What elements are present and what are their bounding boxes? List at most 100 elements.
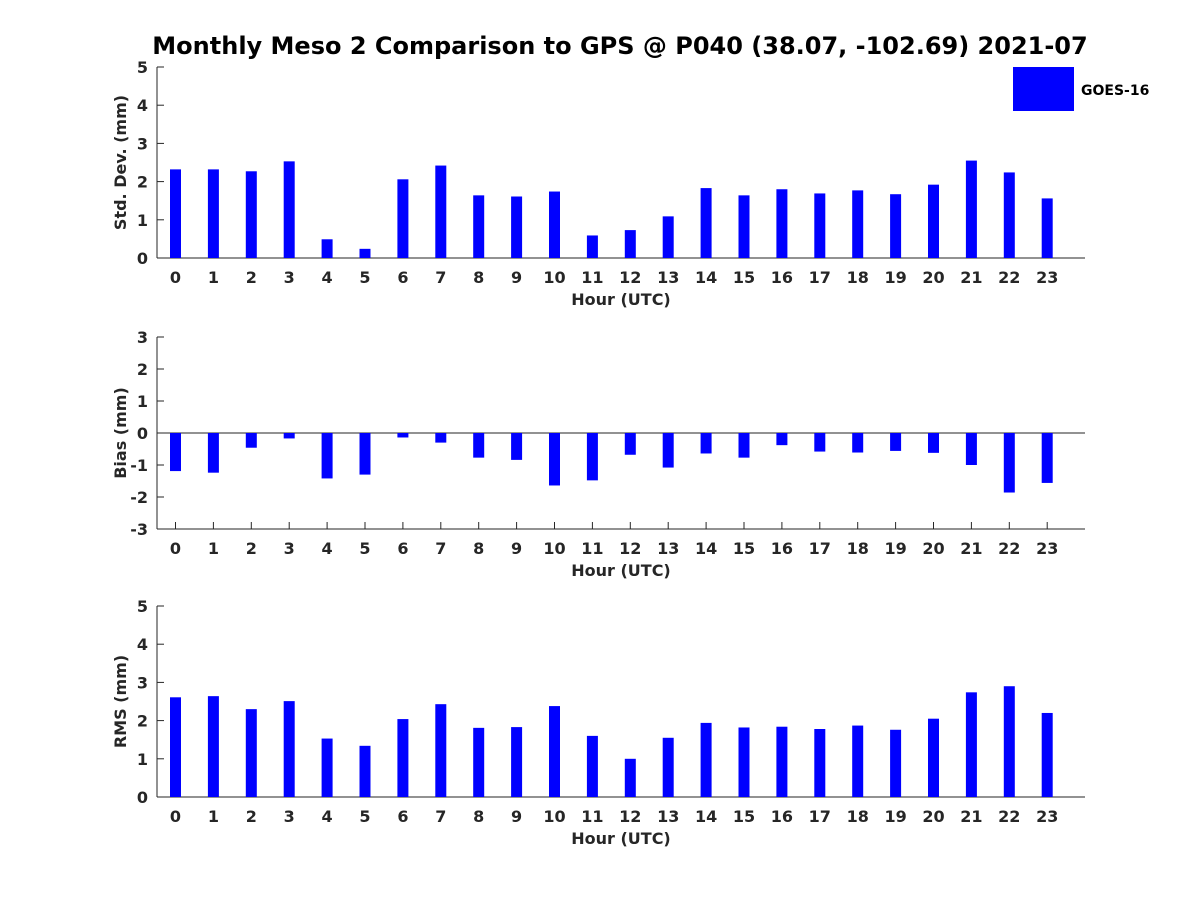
rms-bar bbox=[700, 722, 712, 797]
std-dev-y-tick-label: 4 bbox=[137, 96, 148, 115]
bias-x-tick-label: 8 bbox=[473, 539, 484, 558]
rms-x-tick-label: 14 bbox=[695, 807, 717, 826]
rms-y-tick-label: 1 bbox=[137, 750, 148, 769]
rms-x-tick-label: 15 bbox=[733, 807, 755, 826]
std-dev-x-tick-label: 18 bbox=[847, 268, 869, 287]
rms-y-tick-label: 5 bbox=[137, 597, 148, 616]
rms-bar bbox=[1041, 712, 1053, 797]
rms-x-tick-label: 16 bbox=[771, 807, 793, 826]
std-dev-x-tick-label: 19 bbox=[884, 268, 906, 287]
bias-y-tick-label: -3 bbox=[130, 520, 148, 539]
bias-x-tick-label: 23 bbox=[1036, 539, 1058, 558]
rms-bar bbox=[511, 727, 523, 797]
std-dev-x-tick-label: 17 bbox=[809, 268, 831, 287]
rms-y-tick-label: 2 bbox=[137, 712, 148, 731]
std-dev-x-tick-label: 13 bbox=[657, 268, 679, 287]
std-dev-x-tick-label: 22 bbox=[998, 268, 1020, 287]
std-dev-bar bbox=[245, 171, 257, 258]
std-dev-x-tick-label: 8 bbox=[473, 268, 484, 287]
figure-title: Monthly Meso 2 Comparison to GPS @ P040 … bbox=[152, 32, 1087, 60]
rms-bar bbox=[397, 719, 409, 797]
rms-bar bbox=[624, 758, 636, 797]
bias-x-tick-label: 18 bbox=[847, 539, 869, 558]
rms-x-tick-label: 2 bbox=[246, 807, 257, 826]
bias-y-tick-label: 2 bbox=[137, 360, 148, 379]
std-dev-y-tick-label: 1 bbox=[137, 211, 148, 230]
std-dev-x-tick-label: 6 bbox=[397, 268, 408, 287]
bias-bar bbox=[1003, 433, 1015, 493]
std-dev-bar bbox=[1003, 172, 1015, 258]
rms-x-tick-label: 20 bbox=[922, 807, 944, 826]
std-dev-bar bbox=[283, 161, 295, 258]
rms-x-tick-label: 22 bbox=[998, 807, 1020, 826]
std-dev-bar bbox=[965, 160, 977, 258]
std-dev-y-tick-label: 3 bbox=[137, 134, 148, 153]
bias-bar bbox=[511, 433, 523, 460]
bias-bar bbox=[624, 433, 636, 455]
rms-x-tick-label: 18 bbox=[847, 807, 869, 826]
rms-bar bbox=[283, 701, 295, 797]
bias-x-tick-label: 15 bbox=[733, 539, 755, 558]
legend-label: GOES-16 bbox=[1081, 83, 1149, 99]
bias-bar bbox=[700, 433, 712, 454]
bias-x-tick-label: 17 bbox=[809, 539, 831, 558]
bias-x-tick-label: 14 bbox=[695, 539, 717, 558]
bias-x-tick-label: 5 bbox=[359, 539, 370, 558]
bias-x-tick-label: 19 bbox=[884, 539, 906, 558]
rms-x-tick-label: 12 bbox=[619, 807, 641, 826]
rms-bar bbox=[814, 729, 826, 797]
bias-bar bbox=[1041, 433, 1053, 483]
bias-bar bbox=[814, 433, 826, 452]
bias-bar bbox=[890, 433, 902, 451]
bias-x-tick-label: 20 bbox=[922, 539, 944, 558]
rms-y-tick-label: 0 bbox=[137, 788, 148, 807]
rms-y-tick-label: 4 bbox=[137, 635, 148, 654]
bias-x-tick-label: 10 bbox=[543, 539, 565, 558]
bias-bar bbox=[776, 433, 788, 446]
std-dev-x-axis-label: Hour (UTC) bbox=[571, 290, 671, 309]
rms-bar bbox=[170, 697, 181, 797]
std-dev-y-tick-label: 2 bbox=[137, 173, 148, 192]
std-dev-bar bbox=[890, 194, 902, 258]
std-dev-y-tick-label: 5 bbox=[137, 58, 148, 77]
bias-y-tick-label: 3 bbox=[137, 328, 148, 347]
std-dev-bar bbox=[549, 191, 560, 258]
std-dev-bar bbox=[321, 239, 333, 258]
std-dev-bar bbox=[624, 230, 636, 258]
bias-x-tick-label: 7 bbox=[435, 539, 446, 558]
rms-y-tick-label: 3 bbox=[137, 673, 148, 692]
rms-x-axis-label: Hour (UTC) bbox=[571, 829, 671, 848]
rms-bar bbox=[473, 727, 485, 797]
rms-x-tick-label: 11 bbox=[581, 807, 603, 826]
std-dev-bar bbox=[814, 193, 826, 258]
rms-x-tick-label: 9 bbox=[511, 807, 522, 826]
std-dev-x-tick-label: 2 bbox=[246, 268, 257, 287]
std-dev-bar bbox=[776, 189, 788, 258]
std-dev-bar bbox=[170, 169, 181, 258]
bias-bar bbox=[207, 433, 219, 473]
rms-x-tick-label: 13 bbox=[657, 807, 679, 826]
rms-bar bbox=[245, 709, 257, 797]
rms-x-tick-label: 19 bbox=[884, 807, 906, 826]
rms-x-tick-label: 0 bbox=[170, 807, 181, 826]
legend-swatch bbox=[1013, 67, 1074, 111]
bias-y-axis-label: Bias (mm) bbox=[111, 387, 130, 479]
bias-x-tick-label: 3 bbox=[284, 539, 295, 558]
rms-x-tick-label: 10 bbox=[543, 807, 565, 826]
rms-bar bbox=[321, 738, 333, 797]
bias-bar bbox=[738, 433, 750, 458]
bias-x-tick-label: 21 bbox=[960, 539, 982, 558]
rms-x-tick-label: 23 bbox=[1036, 807, 1058, 826]
rms-bar bbox=[549, 706, 560, 797]
std-dev-bar bbox=[207, 169, 219, 258]
bias-bar bbox=[549, 433, 560, 486]
bias-x-tick-label: 22 bbox=[998, 539, 1020, 558]
std-dev-x-tick-label: 23 bbox=[1036, 268, 1058, 287]
legend: GOES-16 bbox=[1013, 67, 1149, 111]
bias-bar bbox=[928, 433, 939, 453]
std-dev-bar bbox=[700, 188, 712, 258]
bias-bar bbox=[170, 433, 181, 472]
bias-bar bbox=[662, 433, 674, 468]
